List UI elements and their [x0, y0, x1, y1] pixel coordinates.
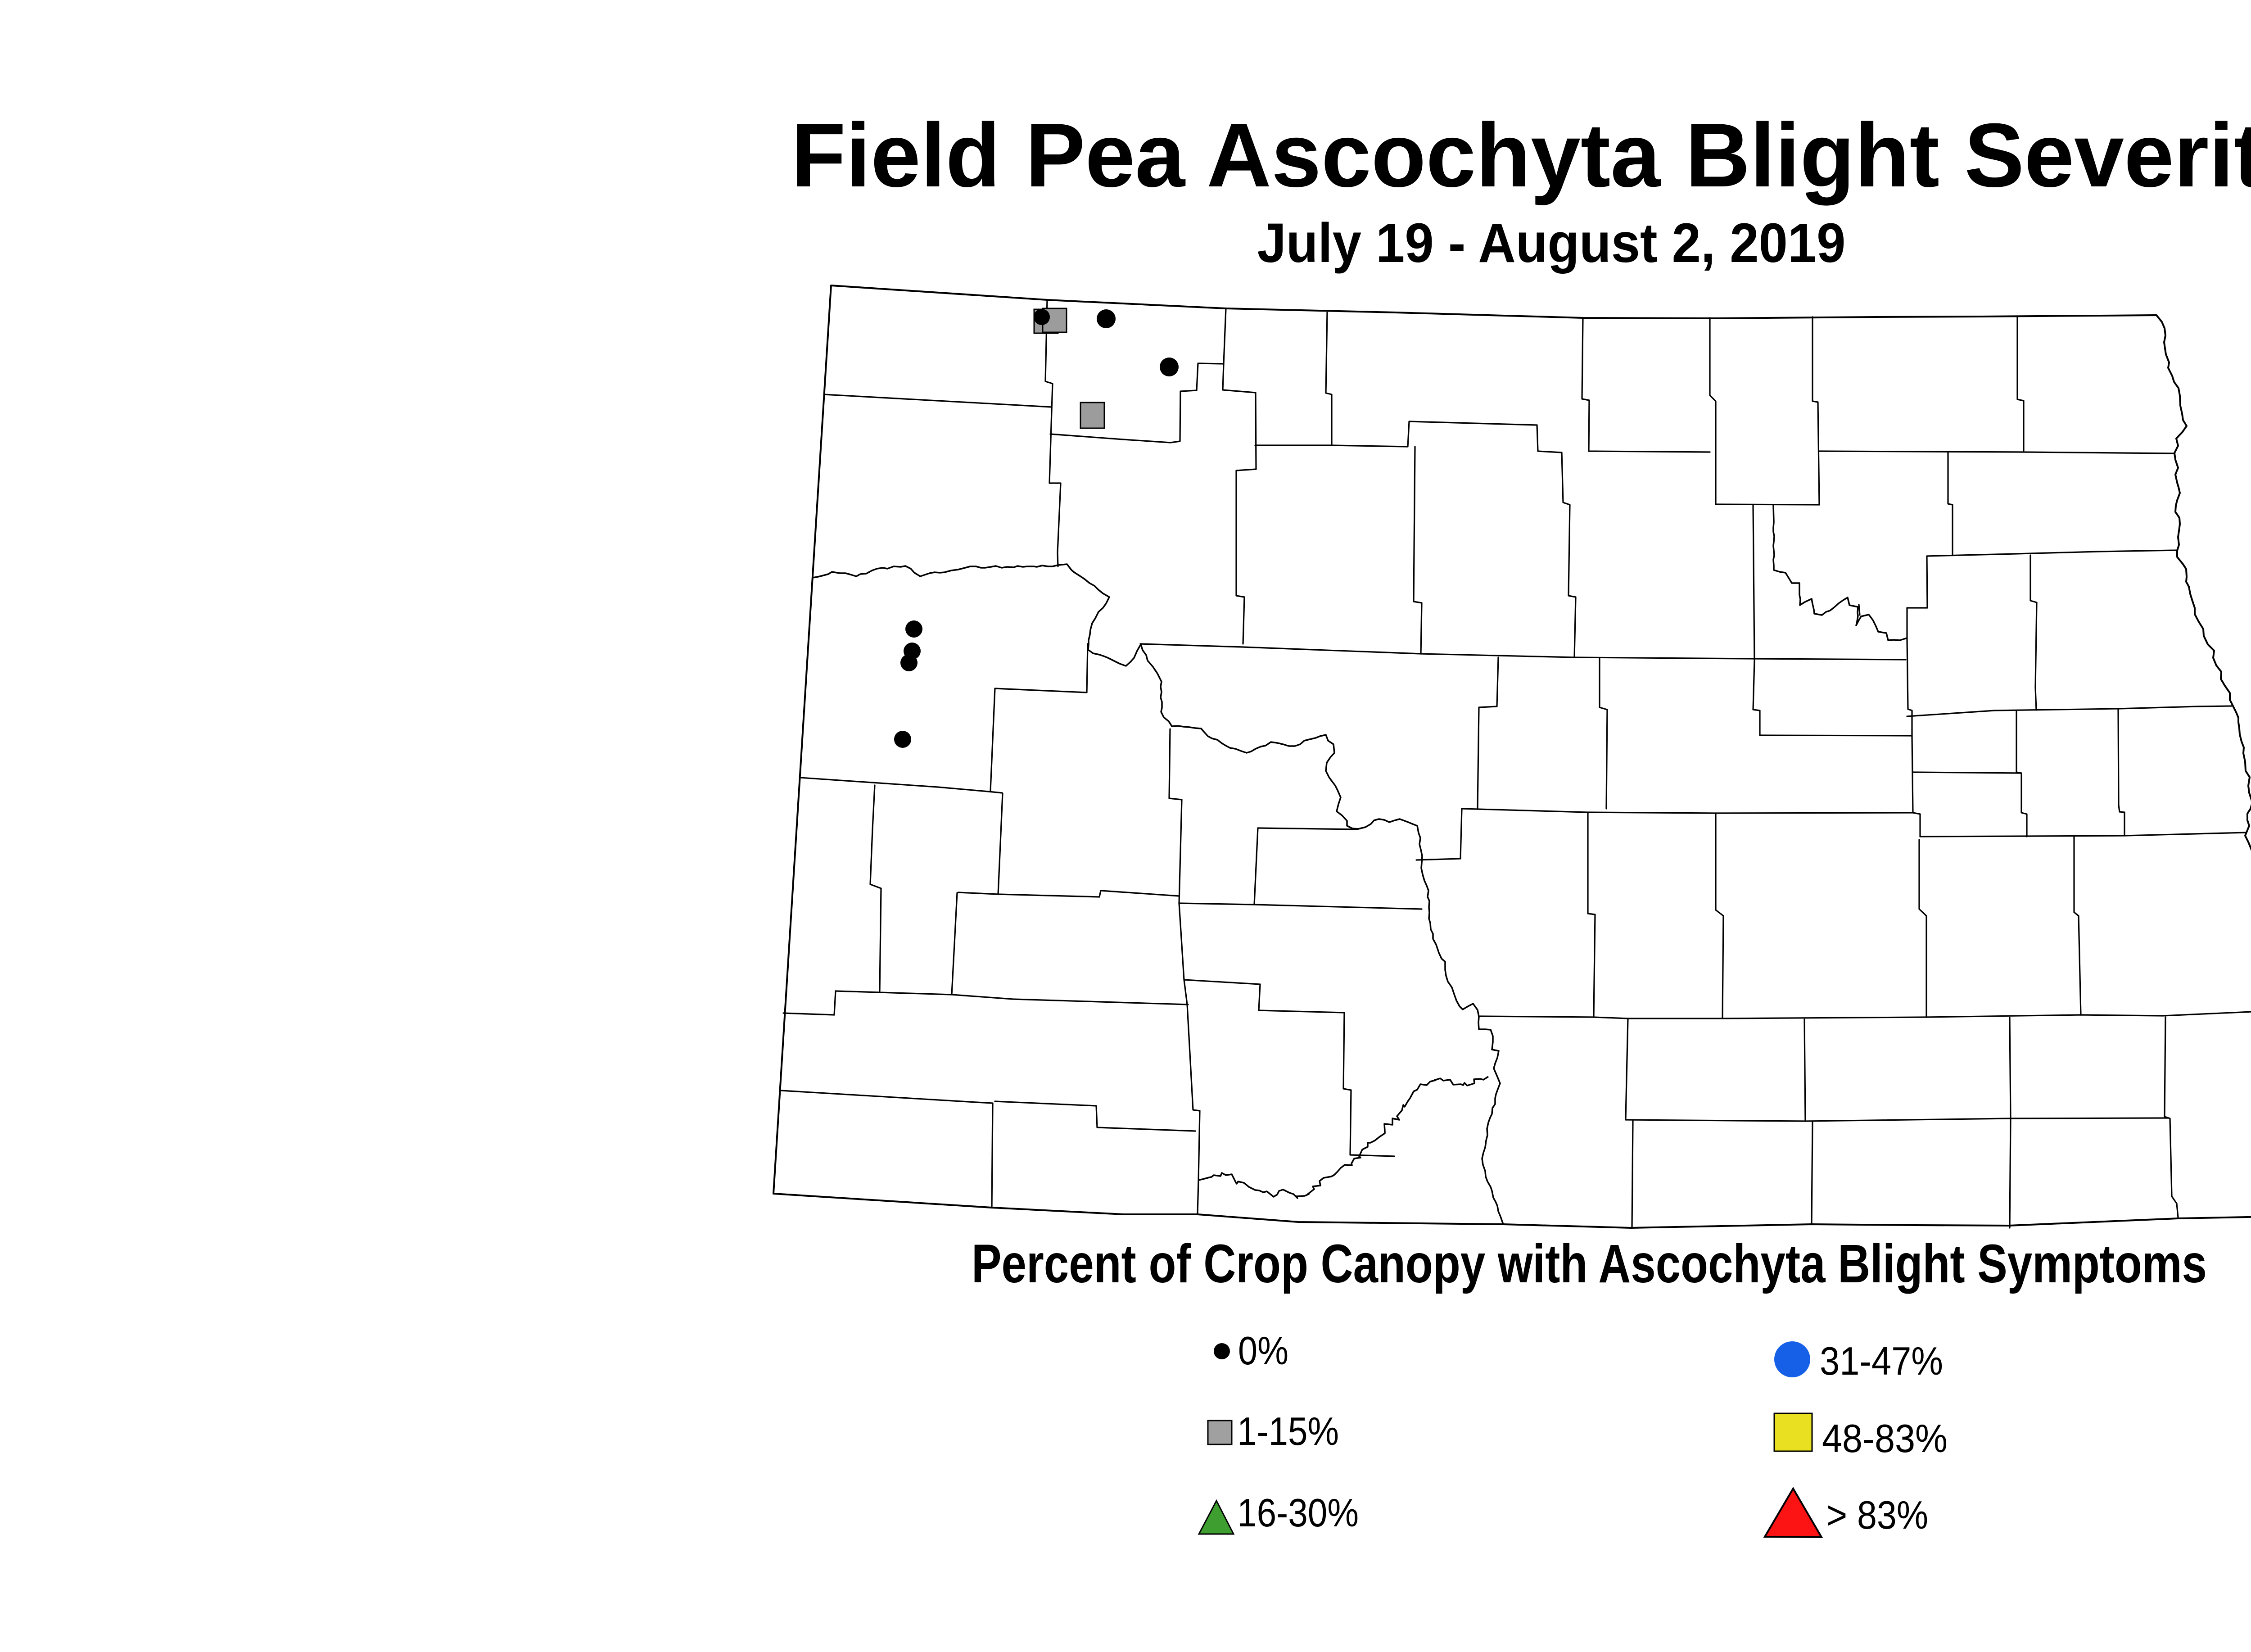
svg-text:48-83%: 48-83%	[1822, 1416, 1948, 1461]
svg-text:Percent of Crop Canopy with As: Percent of Crop Canopy with Ascochyta Bl…	[972, 1233, 2207, 1294]
svg-text:Field Pea Ascochyta Blight Sev: Field Pea Ascochyta Blight Severity	[791, 104, 2251, 206]
svg-text:31-47%: 31-47%	[1820, 1339, 1943, 1383]
svg-text:16-30%: 16-30%	[1237, 1490, 1359, 1535]
svg-text:July 19 - August 2, 2019: July 19 - August 2, 2019	[1257, 213, 1846, 274]
svg-text:1-15%: 1-15%	[1237, 1409, 1339, 1453]
svg-text:0%: 0%	[1238, 1328, 1288, 1373]
svg-text:> 83%: > 83%	[1826, 1493, 1928, 1537]
